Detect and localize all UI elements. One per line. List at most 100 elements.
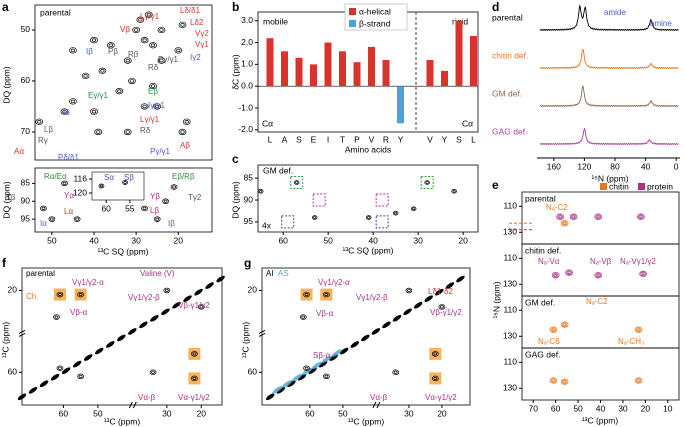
peak-label: Sβ [124, 173, 134, 182]
panel-letter: e [492, 178, 499, 192]
contour [162, 198, 169, 205]
contour [58, 293, 62, 297]
y-tick-label: 70 [21, 126, 31, 136]
x-tick-label: 160 [547, 161, 561, 171]
region-box [281, 215, 295, 229]
y-tick-label: 110 [503, 357, 517, 367]
y-tick-label: 60 [8, 367, 18, 377]
contour [96, 130, 101, 134]
x-axis-label: ¹³C (ppm) [104, 416, 141, 426]
corner-label: Cα [462, 118, 473, 128]
x-tick-label: 30 [404, 408, 414, 418]
diagonal [72, 360, 82, 368]
contour [136, 16, 145, 23]
peak-label: Iβ [168, 219, 175, 228]
y-tick-label: 50 [21, 24, 31, 34]
bar [339, 51, 346, 87]
diagonal [17, 393, 27, 401]
plot-frame [21, 267, 223, 406]
peak-label: Valine (V) [140, 269, 175, 278]
contour [558, 215, 562, 218]
region-box [420, 176, 434, 190]
contour [77, 373, 84, 380]
y-tick-label: 110 [503, 305, 517, 315]
x-tick-label: 40 [368, 235, 378, 245]
peak-label: Eβ [148, 87, 158, 96]
chitin-box [188, 347, 201, 360]
bar [382, 60, 390, 87]
diagonal [445, 282, 455, 289]
panel-letter: a [2, 0, 9, 14]
contour [554, 273, 558, 277]
x-tick-label: P [354, 134, 360, 144]
peak-label: Vγ2 [195, 29, 209, 38]
contour [91, 109, 97, 114]
diagonal-as [272, 386, 283, 394]
contour [58, 366, 62, 370]
diagonal [266, 393, 275, 401]
peak-label: Lβ [44, 125, 53, 134]
region-box [375, 215, 389, 229]
contour [182, 118, 191, 125]
contour [69, 47, 77, 54]
contour [324, 374, 329, 378]
peak-label: Nₐ-CH₃ [618, 337, 644, 346]
legend-label: β-strand [359, 18, 391, 28]
contour [392, 210, 399, 216]
y-tick-label: 130 [503, 331, 517, 341]
contour [70, 99, 76, 104]
contour [367, 216, 371, 219]
x-tick-label: 40 [89, 235, 99, 245]
y-tick-label: 3.0 [241, 15, 253, 25]
contour [563, 221, 567, 225]
y-tick-label: 116 [73, 173, 87, 183]
contour [365, 215, 372, 220]
contour [153, 216, 161, 222]
contour [132, 26, 140, 34]
contour [142, 104, 147, 109]
diagonal [106, 341, 115, 348]
bar [353, 62, 361, 87]
y-tick-label: 95 [244, 216, 254, 226]
contour [157, 26, 166, 34]
contour [90, 37, 98, 44]
contour [634, 377, 643, 384]
x-tick-label: 50 [573, 403, 583, 413]
contour [138, 18, 143, 22]
contour [142, 206, 147, 210]
contour [638, 214, 644, 219]
contour [107, 42, 115, 49]
contour [551, 379, 555, 382]
y-tick-label: 130 [503, 227, 517, 237]
axis-break [18, 329, 137, 409]
peak-label: Aα [14, 147, 24, 156]
y-tick-label: 90 [21, 196, 31, 206]
contour [69, 98, 77, 105]
bar [470, 36, 477, 87]
diagonal [39, 380, 49, 388]
peak-label: Lβ [150, 206, 159, 215]
peak-label: Yβ [150, 192, 160, 201]
contour [324, 293, 329, 297]
inset-frame [91, 171, 145, 201]
x-axis-label: ¹³C (ppm) [348, 416, 385, 426]
contour [557, 214, 563, 219]
contour [70, 48, 76, 53]
diagonal [117, 334, 126, 342]
contour [560, 321, 569, 328]
contour [91, 38, 97, 42]
contour [551, 272, 560, 279]
panel-letter: b [232, 0, 239, 14]
spectrum [539, 85, 679, 108]
contour [62, 181, 67, 185]
contour [561, 322, 568, 327]
contour [60, 108, 69, 115]
contour [150, 43, 156, 48]
contour [178, 21, 187, 29]
contour [295, 181, 299, 184]
diagonal [216, 275, 225, 283]
panel-title: GM def. [525, 297, 555, 307]
panel-title: GAG def. [525, 349, 560, 359]
diagonal [139, 321, 148, 329]
diagonal-as [331, 349, 342, 357]
